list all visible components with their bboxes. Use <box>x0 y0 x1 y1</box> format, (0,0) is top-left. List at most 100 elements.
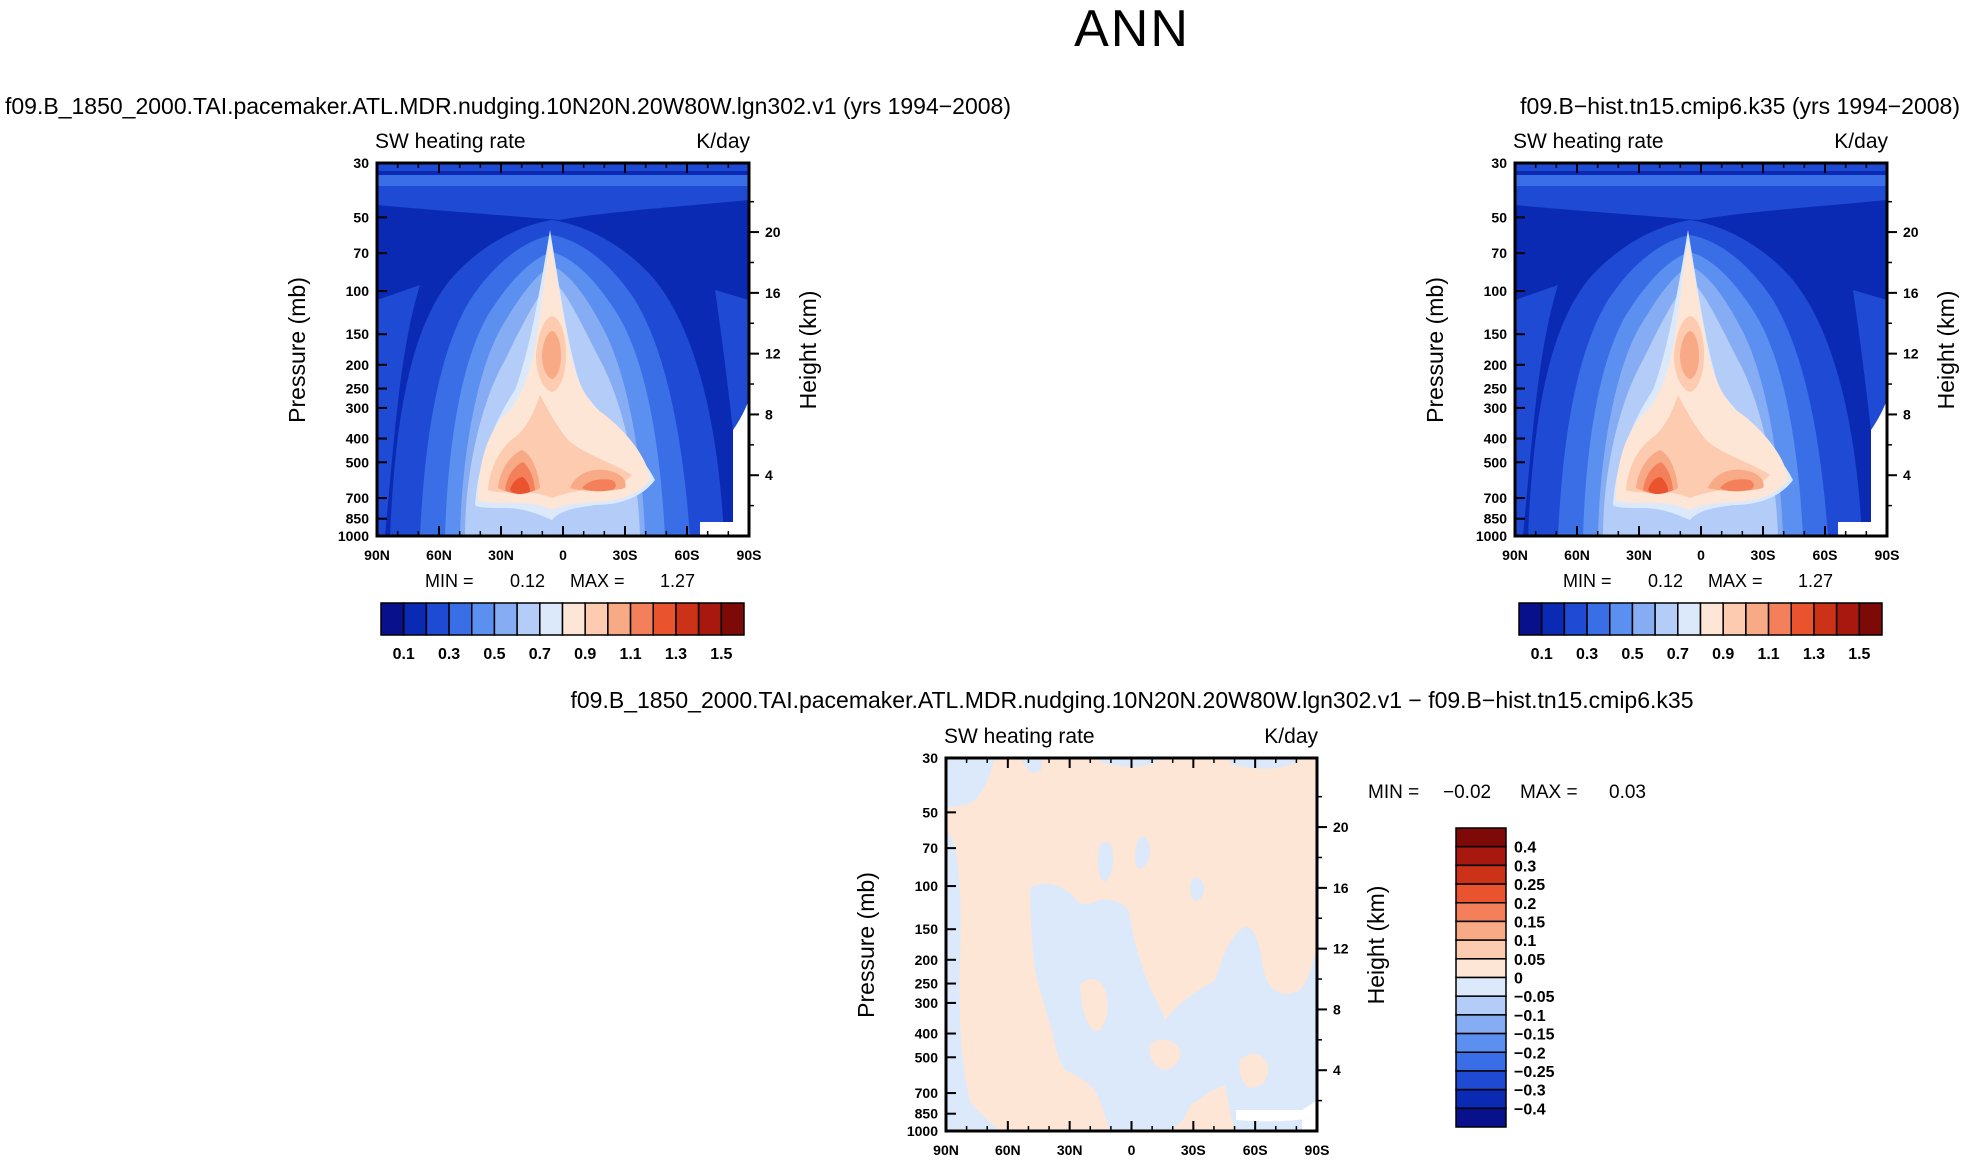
y-tick-label: 30 <box>922 750 938 766</box>
diff-colorbar-swatch-3 <box>1455 883 1507 904</box>
diff-colorbar-swatch-8 <box>1455 976 1507 997</box>
y-tick-label: 100 <box>1484 283 1508 299</box>
panel-b-max-label: MAX = <box>1708 571 1763 591</box>
diff-colorbar-label: −0.4 <box>1514 1101 1546 1118</box>
y2-tick-label: 12 <box>765 346 781 362</box>
x-tick-label: 90S <box>1305 1142 1330 1158</box>
panel-c-y2label: Height (km) <box>1363 886 1389 1005</box>
x-tick-label: 0 <box>1697 547 1705 563</box>
y2-tick-label: 8 <box>765 406 773 422</box>
diff-colorbar-swatch-14 <box>1455 1088 1507 1110</box>
y-tick-label: 50 <box>922 804 938 820</box>
colorbar-swatch-1-13 <box>1813 602 1838 636</box>
y-tick-label: 30 <box>353 155 369 171</box>
colorbar-swatch-0-9 <box>584 602 609 636</box>
y2-tick-label: 4 <box>1333 1062 1341 1078</box>
panel-b-colorbar: 0.1 0.3 0.5 0.7 0.9 1.1 1.3 1.5 <box>1518 602 1883 663</box>
y-tick-label: 500 <box>915 1049 939 1065</box>
panel-c-min-value: −0.02 <box>1443 782 1491 803</box>
colorbar-label: 0.3 <box>438 646 460 663</box>
diff-colorbar-label: −0.05 <box>1514 989 1555 1006</box>
colorbar-swatch-1-0 <box>1518 602 1543 636</box>
x-tick-label: 60N <box>995 1142 1021 1158</box>
colorbar-swatch-0-1 <box>402 602 428 636</box>
panel-c-colorbar: 0.40.30.250.20.150.10.050−0.05−0.1−0.15−… <box>1455 827 1555 1128</box>
panel-c: f09.B_1850_2000.TAI.pacemaker.ATL.MDR.nu… <box>571 687 1694 1158</box>
diff-colorbar-label: 0.4 <box>1514 840 1536 857</box>
colorbar-swatch-0-0 <box>380 602 405 636</box>
y-tick-label: 400 <box>915 1026 939 1042</box>
y-tick-label: 500 <box>1484 454 1508 470</box>
panel-a-max-value: 1.27 <box>660 571 695 591</box>
diff-colorbar-swatch-15 <box>1455 1107 1507 1128</box>
colorbar-swatch-1-3 <box>1586 602 1611 636</box>
diff-colorbar-label: 0.25 <box>1514 877 1545 894</box>
colorbar-label: 1.3 <box>1803 646 1825 663</box>
x-tick-label: 60S <box>1813 547 1838 563</box>
diff-colorbar-swatch-13 <box>1455 1070 1507 1091</box>
x-tick-label: 90N <box>1502 547 1528 563</box>
y-tick-label: 700 <box>346 490 370 506</box>
panel-a-y2label: Height (km) <box>795 291 821 410</box>
diff-colorbar-label: 0.05 <box>1514 952 1545 969</box>
panel-a-units: K/day <box>696 130 750 153</box>
y2-tick-label: 4 <box>1903 467 1911 483</box>
panel-b: f09.B−hist.tn15.cmip6.k35 (yrs 1994−2008… <box>1422 93 1960 663</box>
diff-colorbar-swatch-7 <box>1455 958 1507 979</box>
diff-colorbar-label: −0.2 <box>1514 1045 1546 1062</box>
colorbar-label: 0.7 <box>529 646 551 663</box>
x-tick-label: 60N <box>1564 547 1590 563</box>
panel-b-y2label: Height (km) <box>1933 291 1959 410</box>
y2-tick-label: 12 <box>1333 941 1349 957</box>
y-tick-label: 850 <box>1484 511 1508 527</box>
colorbar-swatch-1-7 <box>1677 602 1702 636</box>
panel-c-heatmap <box>946 758 1317 1131</box>
x-tick-label: 30S <box>613 547 638 563</box>
colorbar-swatch-1-8 <box>1699 602 1724 636</box>
y-tick-label: 500 <box>346 454 370 470</box>
panel-a: f09.B_1850_2000.TAI.pacemaker.ATL.MDR.nu… <box>5 93 1011 663</box>
y-tick-label: 50 <box>1491 209 1507 225</box>
y2-tick-label: 20 <box>765 224 781 240</box>
colorbar-swatch-1-10 <box>1745 602 1770 636</box>
panel-b-units: K/day <box>1834 130 1888 153</box>
colorbar-swatch-0-10 <box>607 602 632 636</box>
y-tick-label: 200 <box>1484 357 1508 373</box>
colorbar-swatch-1-6 <box>1654 602 1679 636</box>
colorbar-label: 1.1 <box>1757 646 1779 663</box>
colorbar-label: 1.5 <box>710 646 732 663</box>
colorbar-swatch-1-14 <box>1835 602 1861 636</box>
y-tick-label: 250 <box>1484 381 1508 397</box>
panel-a-colorbar: 0.1 0.3 0.5 0.7 0.9 1.1 1.3 1.5 <box>380 602 745 663</box>
colorbar-swatch-1-9 <box>1722 602 1747 636</box>
y2-tick-label: 20 <box>1333 819 1349 835</box>
colorbar-swatch-0-5 <box>493 602 518 636</box>
diff-colorbar-swatch-9 <box>1455 995 1507 1016</box>
colorbar-label: 0.5 <box>483 646 505 663</box>
panel-a-max-label: MAX = <box>570 571 625 591</box>
x-tick-label: 30N <box>1057 1142 1083 1158</box>
panel-c-title: f09.B_1850_2000.TAI.pacemaker.ATL.MDR.nu… <box>571 687 1694 713</box>
diff-colorbar-swatch-1 <box>1455 845 1507 867</box>
panel-a-axes: 90N 60N 30N 0 30S 60S 90S 30 50 70 100 150 200 250 300… <box>338 155 781 563</box>
x-tick-label: 30N <box>1626 547 1652 563</box>
colorbar-label: 1.5 <box>1848 646 1870 663</box>
y-tick-label: 100 <box>346 283 370 299</box>
y-tick-label: 1000 <box>338 528 369 544</box>
colorbar-label: 1.3 <box>665 646 687 663</box>
x-tick-label: 30N <box>488 547 514 563</box>
y-tick-label: 700 <box>915 1085 939 1101</box>
colorbar-swatch-0-12 <box>652 602 677 636</box>
y-tick-label: 250 <box>915 976 939 992</box>
panel-c-ylabel: Pressure (mb) <box>853 872 879 1018</box>
diff-colorbar-label: 0 <box>1514 971 1523 988</box>
colorbar-swatch-0-13 <box>675 602 700 636</box>
y2-tick-label: 20 <box>1903 224 1919 240</box>
x-tick-label: 60S <box>675 547 700 563</box>
x-tick-label: 60N <box>426 547 452 563</box>
y-tick-label: 250 <box>346 381 370 397</box>
x-tick-label: 90N <box>933 1142 959 1158</box>
y-tick-label: 200 <box>346 357 370 373</box>
y-tick-label: 30 <box>1491 155 1507 171</box>
colorbar-label: 0.9 <box>574 646 596 663</box>
